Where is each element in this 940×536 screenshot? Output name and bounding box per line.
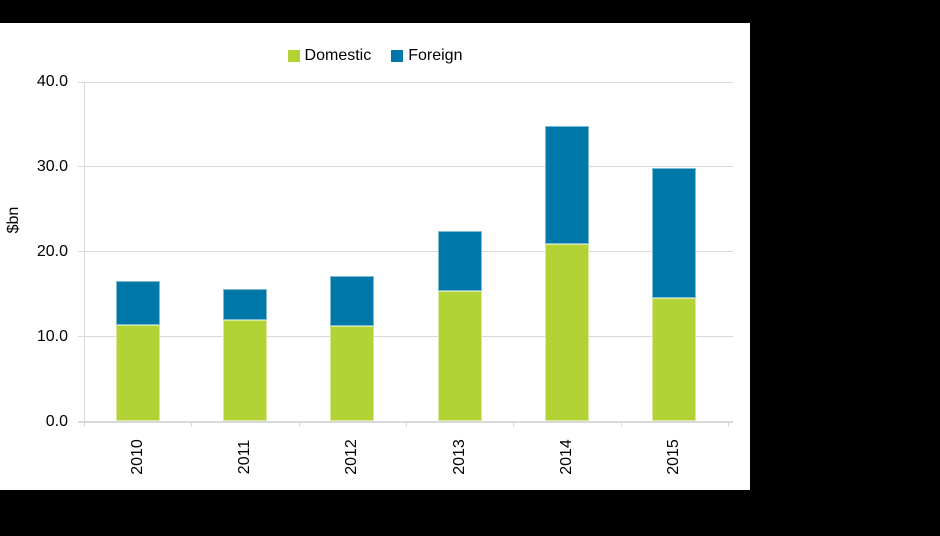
bar-2014-foreign [545,126,589,245]
bar-2010-domestic [115,324,160,422]
y-tick-label: 0.0 [45,412,68,430]
x-tick-label-2012: 2012 [343,438,361,475]
x-tick-mark [620,421,622,427]
gridline [78,166,733,168]
y-axis-title: $bn [5,206,22,234]
x-tick-mark [513,421,515,427]
gridline [78,251,733,253]
y-tick-label: 30.0 [36,157,68,175]
x-tick-label-2015: 2015 [665,438,683,475]
x-tick-label-2014: 2014 [558,438,575,475]
x-tick-mark [298,421,300,427]
legend-swatch-domestic-icon [287,50,300,62]
legend-swatch-foreign-icon [391,50,404,62]
bar-2014-domestic [545,244,589,422]
bar-2013-domestic [437,290,482,422]
bar-2013-foreign [437,231,482,291]
bar-2011-domestic [223,320,267,422]
x-tick-label-2013: 2013 [450,438,468,475]
legend-item-domestic: Domestic [287,47,372,64]
x-tick-mark [191,421,193,427]
gridline [78,81,733,83]
bar-2010-foreign [115,280,160,325]
y-tick-label: 40.0 [36,73,68,90]
y-tick-label: 20.0 [36,242,68,260]
bar-2015-domestic [652,298,697,422]
x-tick-mark [728,421,729,427]
legend: Domestic Foreign [0,48,750,64]
chart-panel: Domestic Foreign $bn 40.0 30.0 20.0 10.0 0.0… [0,23,750,490]
bar-2012-foreign [330,275,375,327]
legend-item-foreign: Foreign [391,48,462,64]
legend-label-foreign: Foreign [408,47,463,64]
x-tick-label-2011: 2011 [236,439,253,474]
gridline [78,336,733,338]
x-tick-mark [84,421,85,427]
y-tick-label: 10.0 [36,327,68,345]
x-tick-mark [406,421,407,427]
bar-2011-foreign [223,289,267,321]
x-axis-line [78,420,733,423]
bar-2015-foreign [652,167,697,299]
legend-label-domestic: Domestic [304,47,372,64]
bar-2012-domestic [330,326,375,422]
x-tick-label-2010: 2010 [128,438,146,475]
